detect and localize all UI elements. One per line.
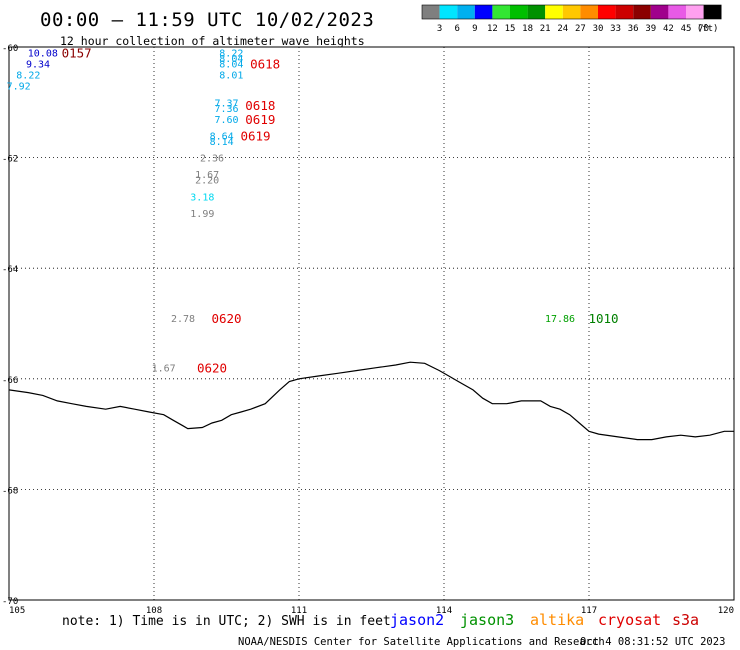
swh-value-label: 1.99 xyxy=(190,209,214,220)
colorbar-swatch xyxy=(492,5,510,19)
chart-subtitle: 12 hour collection of altimeter wave hei… xyxy=(60,34,365,48)
colorbar-swatch xyxy=(439,5,458,19)
colorbar-label: 39 xyxy=(645,24,656,34)
swh-value-label: 8.22 xyxy=(219,49,243,60)
chart-title: 00:00 — 11:59 UTC 10/02/2023 xyxy=(40,9,374,31)
colorbar-label: 3 xyxy=(437,24,442,34)
colorbar-swatch xyxy=(422,5,440,19)
time-label: 1010 xyxy=(588,311,618,326)
swh-value-label: 3.18 xyxy=(190,192,214,203)
swh-value-label: 8.22 xyxy=(16,71,40,82)
x-tick-label: 114 xyxy=(436,606,452,616)
colorbar-label: 42 xyxy=(663,24,674,34)
colorbar-swatch xyxy=(598,5,616,19)
swh-value-label: 7.36 xyxy=(214,104,238,115)
colorbar-swatch xyxy=(545,5,563,19)
swh-value-label: 10.08 xyxy=(28,49,58,60)
colorbar-swatch xyxy=(686,5,704,19)
time-label: 0618 xyxy=(250,57,280,72)
swh-value-label: 17.86 xyxy=(545,314,575,325)
colorbar-label: 24 xyxy=(557,24,568,34)
swh-value-label: 8.04 xyxy=(219,60,243,71)
colorbar-swatch xyxy=(633,5,651,19)
swh-value-label: 1.67 xyxy=(152,364,176,375)
swh-value-label: 8.04 xyxy=(219,54,243,65)
y-tick-label: -70 xyxy=(2,597,18,607)
colorbar-label: 18 xyxy=(522,24,533,34)
x-tick-label: 105 xyxy=(9,606,25,616)
colorbar-label: 30 xyxy=(593,24,604,34)
x-axis-ticks: 105 108 111 114 117 120 xyxy=(9,606,734,616)
x-tick-label: 108 xyxy=(146,606,162,616)
y-tick-label: -66 xyxy=(2,376,18,386)
colorbar-swatch xyxy=(562,5,581,19)
swh-value-label: 9.34 xyxy=(26,60,50,71)
time-label: 0618 xyxy=(245,98,275,113)
plot-frame xyxy=(8,46,735,601)
y-tick-label: -68 xyxy=(2,486,18,496)
satellite-cryosat-label: cryosat xyxy=(598,611,661,629)
observations: 10.089.348.227.928.228.048.048.017.377.3… xyxy=(7,49,575,375)
colorbar-label: 33 xyxy=(610,24,621,34)
x-tick-label: 120 xyxy=(718,606,734,616)
time-label: 0620 xyxy=(211,311,241,326)
colorbar-swatch xyxy=(580,5,598,19)
colorbar-label: 6 xyxy=(454,24,459,34)
y-tick-label: -64 xyxy=(2,265,18,275)
colorbar-swatch xyxy=(650,5,669,19)
colorbar-label: 15 xyxy=(505,24,516,34)
colorbar-label: 70 xyxy=(698,24,709,34)
time-label: 0619 xyxy=(245,112,275,127)
colorbar-swatch xyxy=(457,5,475,19)
colorbar-unit: (ft) xyxy=(697,24,719,34)
colorbar-swatch xyxy=(615,5,634,19)
swh-value-label: 2.20 xyxy=(195,176,219,187)
credit-text: NOAA/NESDIS Center for Satellite Applica… xyxy=(238,636,605,648)
y-tick-label: -62 xyxy=(2,155,18,165)
time-label: 0619 xyxy=(240,128,270,143)
colorbar-legend: 3 6 9 12 15 18 21 24 27 30 33 36 39 42 45 70(ft) xyxy=(421,4,722,34)
colorbar-label: 9 xyxy=(472,24,477,34)
satellite-jason3-label: jason3 xyxy=(460,611,514,629)
colorbar-label: 21 xyxy=(540,24,551,34)
colorbar-swatch xyxy=(510,5,528,19)
footer-note: note: 1) Time is in UTC; 2) SWH is in fe… xyxy=(62,614,391,629)
swh-value-label: 8.01 xyxy=(219,71,243,82)
swh-value-label: 2.36 xyxy=(200,154,224,165)
colorbar-swatch xyxy=(703,5,722,19)
x-tick-label: 117 xyxy=(581,606,597,616)
time-label: 0620 xyxy=(197,361,227,376)
colorbar-swatch xyxy=(668,5,686,19)
colorbar-label: 45 xyxy=(681,24,692,34)
colorbar-label: 12 xyxy=(487,24,498,34)
colorbar-swatch xyxy=(527,5,546,19)
swh-value-label: 7.37 xyxy=(214,98,238,109)
x-tick-label: 111 xyxy=(291,606,307,616)
colorbar-swatch xyxy=(474,5,493,19)
satellite-legend: jason2 jason3 altika cryosat s3a xyxy=(390,611,699,629)
swh-value-label: 7.60 xyxy=(214,115,238,126)
coastline xyxy=(8,361,734,441)
y-axis-ticks: -60 -62 -64 -66 -68 -70 xyxy=(2,44,18,607)
colorbar-border xyxy=(421,4,722,20)
swh-value-label: 2.78 xyxy=(171,314,195,325)
grid xyxy=(9,47,734,600)
timestamp-text: Oct 4 08:31:52 UTC 2023 xyxy=(580,636,725,648)
colorbar-label: 27 xyxy=(575,24,586,34)
satellite-altika-label: altika xyxy=(530,611,584,629)
colorbar-label: 36 xyxy=(628,24,639,34)
y-tick-label: -60 xyxy=(2,44,18,54)
swh-value-label: 7.92 xyxy=(7,82,31,93)
satellite-jason2-label: jason2 xyxy=(390,611,444,629)
swh-value-label: 8.64 xyxy=(210,131,234,142)
swh-value-label: 8.14 xyxy=(210,137,234,148)
swh-value-label: 1.67 xyxy=(195,170,219,181)
time-label: 0157 xyxy=(62,46,92,61)
satellite-s3a-label: s3a xyxy=(672,611,699,629)
